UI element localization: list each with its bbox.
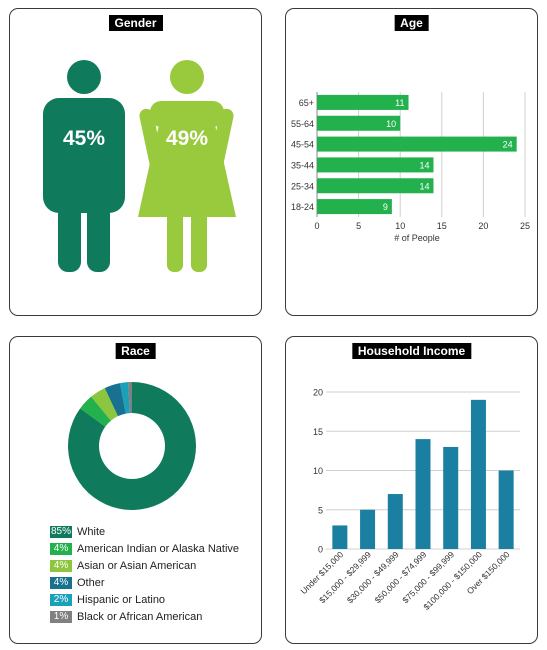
age-bar-value-label: 24 xyxy=(503,140,513,150)
age-bar-value-label: 14 xyxy=(419,181,429,191)
race-title: Race xyxy=(115,343,156,359)
age-x-tick-label: 5 xyxy=(356,221,361,231)
race-legend-item: 85% White xyxy=(50,523,239,540)
female-figure-icon xyxy=(138,60,236,272)
gender-panel: Gender 45% 49% xyxy=(9,8,262,316)
age-bar-value-label: 11 xyxy=(395,98,404,108)
female-percentage: 49% xyxy=(166,127,208,150)
age-category-label: 18-24 xyxy=(291,202,314,212)
age-x-tick-label: 10 xyxy=(395,221,405,231)
race-legend-item: 4% American Indian or Alaska Native xyxy=(50,540,239,557)
age-category-label: 55-64 xyxy=(291,119,314,129)
age-bar xyxy=(317,157,434,173)
race-legend-percent: 85% xyxy=(50,525,72,538)
race-legend-percent: 2% xyxy=(50,593,72,606)
race-legend-item: 4% Other xyxy=(50,574,239,591)
gender-figures: 45% 49% xyxy=(43,60,236,272)
age-category-label: 35-44 xyxy=(291,160,314,170)
age-category-label: 65+ xyxy=(299,98,314,108)
age-bar xyxy=(317,115,401,131)
age-bar xyxy=(317,178,434,194)
male-figure-icon xyxy=(43,60,125,272)
age-panel: Age 0 5 10 15 20 25 11 65+ 10 55-64 24 45-54 14 35-44… xyxy=(285,8,538,316)
race-legend-label: Black or African American xyxy=(77,610,203,623)
gender-title: Gender xyxy=(108,15,163,31)
male-percentage: 45% xyxy=(63,127,105,150)
race-legend: 85% White 4% American Indian or Alaska Nati… xyxy=(50,523,239,625)
race-legend-label: Other xyxy=(77,576,105,589)
income-panel: Household Income xyxy=(285,336,538,644)
age-category-label: 25-34 xyxy=(291,181,314,191)
age-bar-value-label: 10 xyxy=(386,119,396,129)
age-bar-chart: 0 5 10 15 20 25 11 65+ 10 55-64 24 45-54 14 35-44 14 25… xyxy=(291,92,530,243)
age-bar xyxy=(317,136,517,152)
race-legend-item: 4% Asian or Asian American xyxy=(50,557,239,574)
race-legend-percent: 1% xyxy=(50,610,72,623)
age-x-tick-label: 0 xyxy=(314,221,319,231)
race-legend-percent: 4% xyxy=(50,559,72,572)
race-legend-item: 1% Black or African American xyxy=(50,608,239,625)
race-legend-percent: 4% xyxy=(50,542,72,555)
income-title: Household Income xyxy=(351,343,472,359)
age-bar-value-label: 14 xyxy=(419,160,429,170)
race-legend-label: Hispanic or Latino xyxy=(77,593,166,606)
age-bar-value-label: 9 xyxy=(383,202,388,212)
race-legend-item: 2% Hispanic or Latino xyxy=(50,591,239,608)
age-category-label: 45-54 xyxy=(291,140,314,150)
age-x-tick-label: 20 xyxy=(478,221,488,231)
race-legend-percent: 4% xyxy=(50,576,72,589)
race-legend-label: Asian or Asian American xyxy=(77,559,197,572)
age-x-tick-label: 15 xyxy=(437,221,447,231)
race-legend-label: White xyxy=(77,525,106,538)
age-title: Age xyxy=(394,15,429,31)
age-x-axis-label: # of People xyxy=(394,233,440,243)
age-x-tick-label: 25 xyxy=(520,221,530,231)
race-legend-label: American Indian or Alaska Native xyxy=(77,542,240,555)
age-bar xyxy=(317,94,409,110)
age-bar xyxy=(317,199,392,215)
